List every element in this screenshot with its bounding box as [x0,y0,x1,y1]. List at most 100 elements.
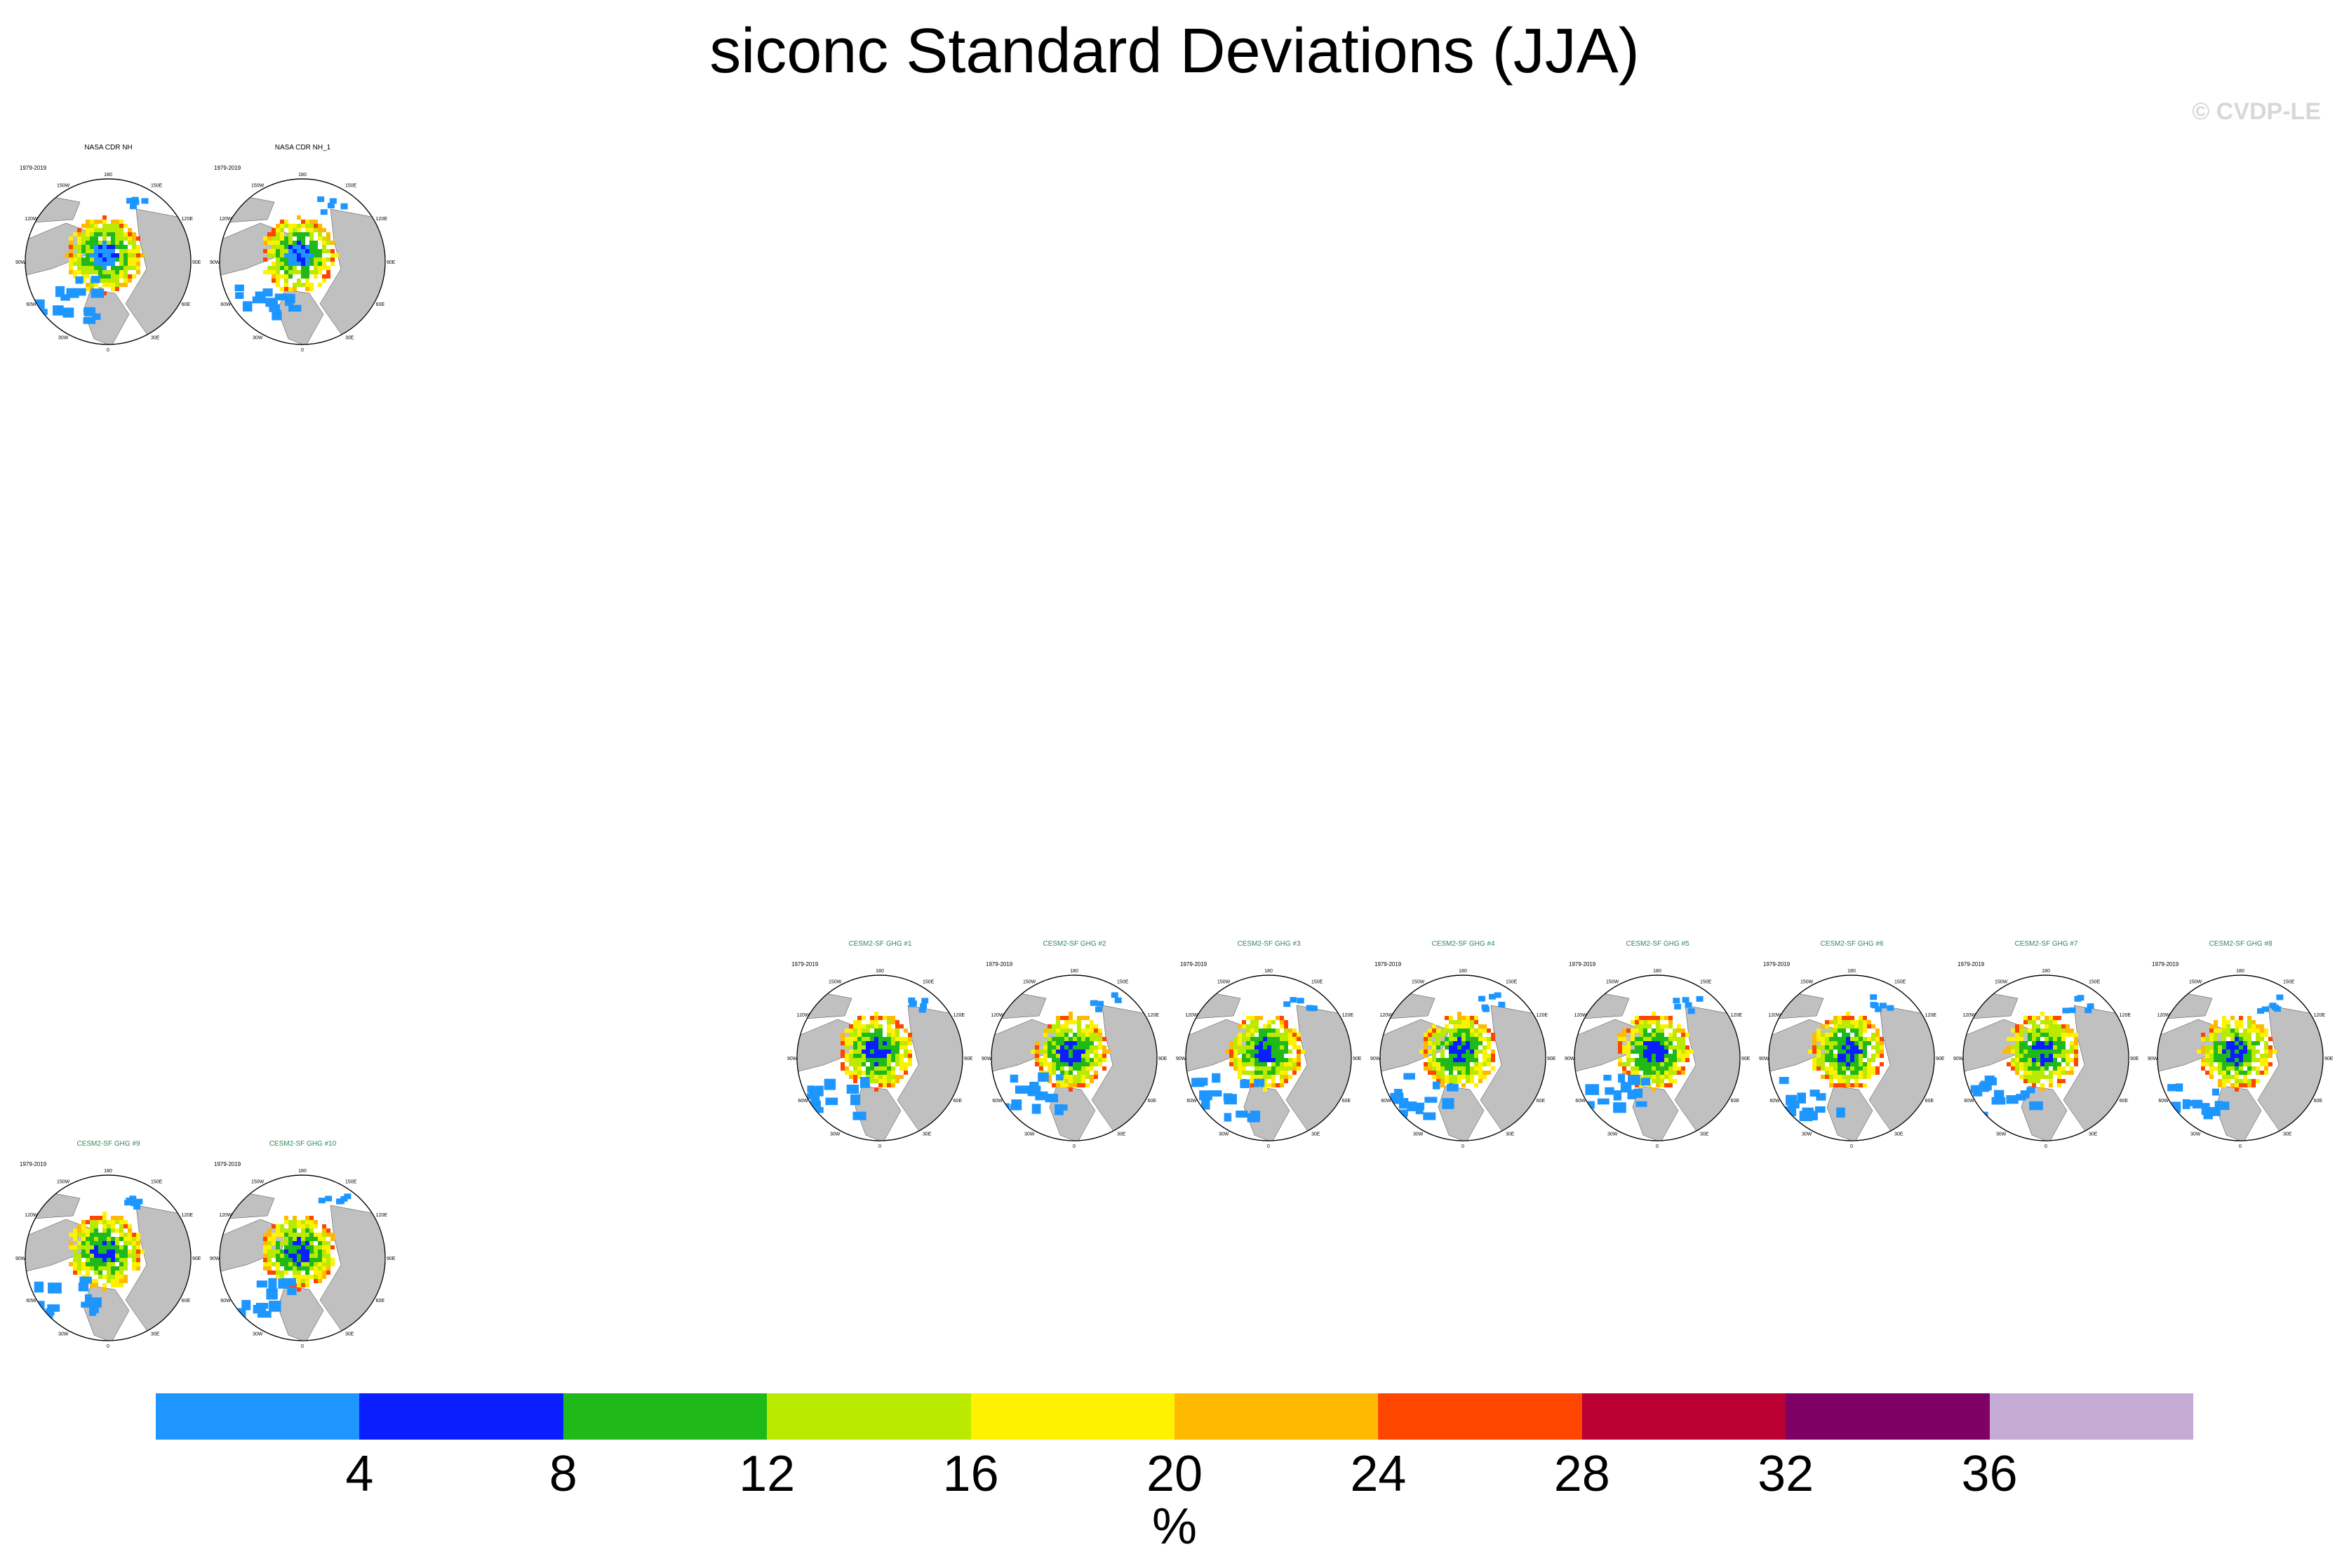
ice-cell [1643,1058,1647,1062]
ice-cell [1833,1071,1838,1075]
ice-cell [878,1016,883,1020]
ice-cell [2023,1075,2028,1079]
ice-cell [98,1245,102,1249]
ice-cell [904,1050,908,1054]
ice-cell [2057,1066,2061,1071]
longitude-label: 120W [991,1013,1004,1018]
ice-cell [115,1237,119,1241]
ice-cell [2015,1066,2019,1071]
ice-cell [1102,1054,1106,1058]
ice-cell [115,1228,119,1233]
ice-cell [1685,1002,1692,1008]
ice-cell [86,245,90,249]
ice-cell [280,274,284,279]
ice-cell [1643,1016,1647,1020]
ice-cell [1271,1071,1276,1075]
ice-cell [86,220,90,224]
ice-cell [267,1271,272,1275]
ice-cell [2023,1045,2028,1050]
ice-cell [866,1033,870,1037]
ice-cell [1056,1028,1060,1033]
ice-cell [318,270,322,274]
ice-cell [895,1054,899,1058]
ice-cell [887,1037,891,1041]
ice-cell [272,1271,276,1275]
ice-cell [123,274,128,279]
ice-cell [1250,1037,1254,1041]
ice-cell [90,1233,94,1237]
ice-cell [2061,1033,2066,1037]
ice-cell [874,1050,878,1054]
ice-cell [2256,1058,2260,1062]
ice-cell [314,1271,318,1275]
ice-cell [119,270,123,274]
ice-cell [128,279,132,283]
ice-cell [1478,1071,1483,1075]
ice-cell [1887,1005,1894,1011]
ice-cell [1474,1041,1478,1045]
ice-cell [1098,1058,1102,1062]
ice-cell [1449,1054,1453,1058]
ice-cell [1233,1058,1238,1062]
ice-cell [77,1228,81,1233]
ice-cell [2235,1062,2239,1066]
ice-cell [119,1279,123,1283]
ice-cell [2226,1020,2230,1024]
ice-cell [1081,1050,1085,1054]
map-panel-member-5: CESM2-SF GHG #5 1979-2019 180 0 90W 90E 120W… [1565,940,1751,1149]
ice-cell [119,1258,123,1262]
ice-cell [1259,1016,1263,1020]
ice-cell [2066,1054,2070,1058]
ice-cell [870,1054,874,1058]
ice-cell [887,1083,891,1087]
ice-cell [107,257,111,262]
ice-cell [1457,1041,1461,1045]
ice-cell [1833,1028,1838,1033]
ice-cell [1622,1050,1626,1054]
longitude-label: 0 [1461,1144,1464,1149]
ice-cell [1432,1081,1440,1090]
ice-cell [1816,1093,1826,1101]
ice-cell [1259,1033,1263,1037]
ice-cell [1842,1058,1846,1062]
ice-cell [266,1288,278,1300]
ice-cell [94,224,98,228]
ice-cell [1867,1024,1871,1028]
panel-years: 1979-2019 [1763,961,1791,967]
ice-cell [2251,1058,2256,1062]
ice-cell [272,279,276,283]
longitude-label: 150E [2089,979,2101,984]
ice-cell [895,1075,899,1079]
ice-cell [94,253,98,257]
ice-cell [1043,1045,1048,1050]
ice-cell [131,196,139,203]
ice-cell [2230,1054,2235,1058]
ice-cell [1482,1006,1490,1012]
ice-cell [1263,1058,1267,1062]
ice-cell [870,1075,874,1079]
ice-cell [119,266,123,270]
ice-cell [1685,1050,1689,1054]
ice-cell [1838,1037,1842,1041]
ice-cell [1288,1066,1292,1071]
ice-cell [891,1083,895,1087]
ice-cell [1491,1050,1495,1054]
ice-cell [1829,1054,1833,1058]
ice-cell [128,262,132,266]
ice-cell [1647,1066,1652,1071]
ice-cell [293,232,297,236]
ice-cell [862,1054,866,1058]
ice-cell [90,224,94,228]
ice-cell [866,1041,870,1045]
panel-title: CESM2-SF GHG #8 [2209,940,2273,948]
ice-cell [318,1279,322,1283]
ice-cell [305,1258,309,1262]
ice-cell [1077,1054,1081,1058]
ice-cell [1660,1079,1664,1083]
ice-cell [1846,1083,1850,1087]
ice-cell [870,1062,874,1066]
ice-cell [2061,1024,2066,1028]
ice-cell [883,1054,887,1058]
ice-cell [132,1266,136,1271]
